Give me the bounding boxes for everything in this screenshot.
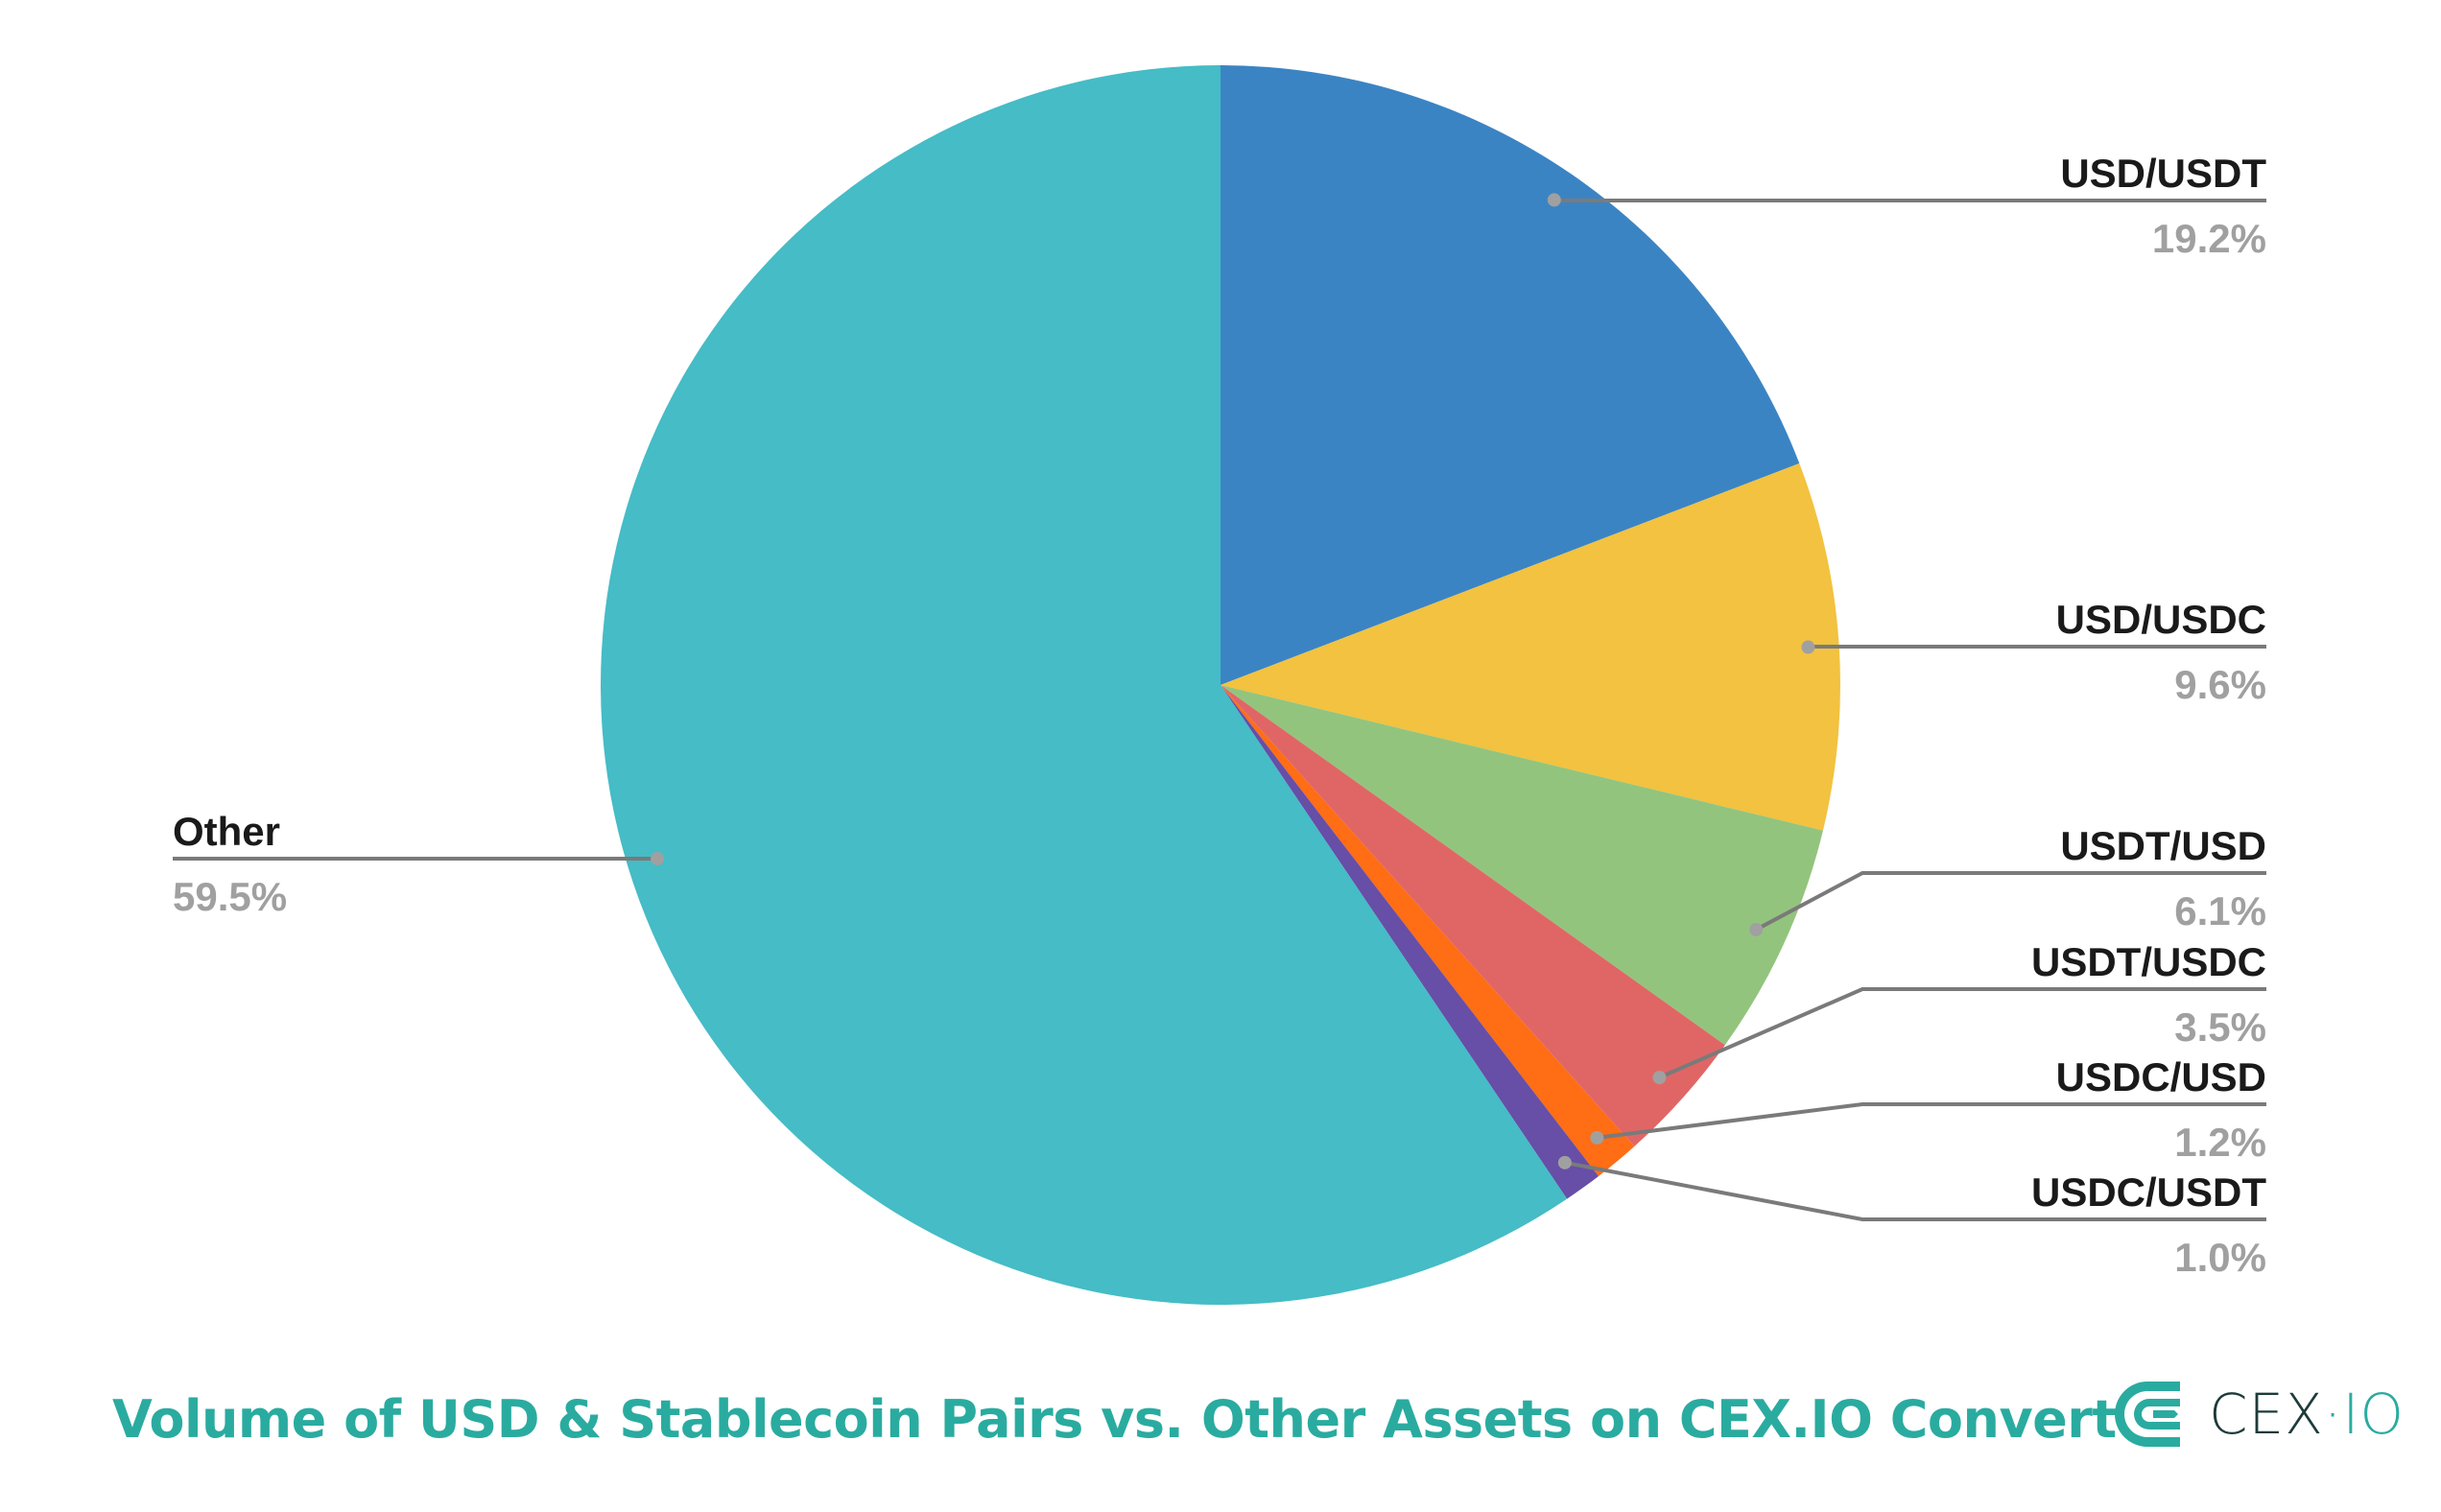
leader-line bbox=[1755, 871, 2266, 932]
leader-line bbox=[1597, 1102, 2266, 1140]
label-usdt-usdc: USDT/USDC 3.5% bbox=[1652, 939, 2266, 1085]
label-usdc-usd: USDC/USD 1.2% bbox=[1590, 1054, 2266, 1165]
leader-dot bbox=[1547, 193, 1561, 207]
slice-label: USDC/USDT bbox=[2031, 1169, 2266, 1215]
leader-dot bbox=[651, 852, 665, 865]
cex-io-logo: CEX·IO bbox=[2111, 1378, 2405, 1451]
slice-label: USDT/USDC bbox=[2031, 939, 2266, 984]
slice-percent: 19.2% bbox=[2152, 216, 2266, 261]
slice-label: USD/USDC bbox=[2056, 597, 2266, 642]
slice-label: USDC/USD bbox=[2056, 1054, 2266, 1099]
slice-usdc-usdt bbox=[1220, 685, 1599, 1199]
slice-label: USD/USDT bbox=[2060, 151, 2266, 196]
slice-percent: 1.0% bbox=[2174, 1235, 2266, 1280]
slice-usd-usdc bbox=[1220, 463, 1840, 831]
label-usd-usdt: USD/USDT 19.2% bbox=[1547, 151, 2266, 261]
slice-usd-usdt bbox=[1220, 65, 1800, 685]
leader-dot bbox=[1801, 640, 1815, 654]
leader-line bbox=[1564, 1160, 2266, 1221]
slice-percent: 3.5% bbox=[2174, 1004, 2266, 1050]
slice-percent: 9.6% bbox=[2174, 662, 2266, 707]
leader-line bbox=[1806, 645, 2266, 649]
slice-usdt-usd bbox=[1220, 685, 1823, 1046]
slice-other bbox=[601, 65, 1568, 1306]
chart-title: Volume of USD & Stablecoin Pairs vs. Oth… bbox=[112, 1389, 2117, 1450]
cex-io-logo-text: CEX·IO bbox=[2209, 1382, 2405, 1447]
slice-percent: 6.1% bbox=[2174, 888, 2266, 933]
leader-line bbox=[1552, 199, 2266, 202]
leader-dot bbox=[1749, 922, 1764, 936]
slice-label: USDT/USD bbox=[2060, 823, 2266, 868]
label-other: Other 59.5% bbox=[173, 809, 665, 919]
label-usdt-usd: USDT/USD 6.1% bbox=[1749, 823, 2266, 936]
cex-io-logo-icon bbox=[2115, 1382, 2180, 1447]
slice-usdt-usdc bbox=[1220, 685, 1725, 1146]
slice-label: Other bbox=[173, 809, 280, 854]
slice-percent: 59.5% bbox=[173, 874, 287, 919]
leader-dot bbox=[1590, 1130, 1604, 1145]
slice-usdc-usd bbox=[1220, 685, 1635, 1176]
leader-dot bbox=[1557, 1155, 1572, 1169]
label-usdc-usdt: USDC/USDT 1.0% bbox=[1557, 1155, 2266, 1280]
leader-dot bbox=[1652, 1071, 1667, 1085]
slice-percent: 1.2% bbox=[2174, 1120, 2266, 1165]
leader-line bbox=[1658, 987, 2266, 1079]
label-usd-usdc: USD/USDC 9.6% bbox=[1801, 597, 2266, 707]
pie-chart: USD/USDT19.2%USD/USDC9.6%USDT/USD6.1%USD… bbox=[173, 65, 2266, 1306]
